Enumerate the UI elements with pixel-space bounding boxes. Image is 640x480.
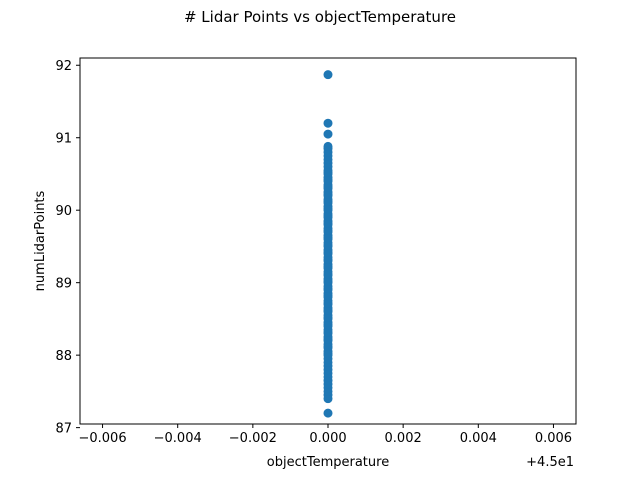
scatter-point <box>323 118 333 128</box>
x-tick-label: 0.000 <box>309 431 346 446</box>
scatter-point <box>323 240 333 250</box>
y-tick-label: 91 <box>55 132 72 147</box>
x-axis-offset-label: +4.5e1 <box>526 455 574 470</box>
y-tick-label: 90 <box>55 204 72 219</box>
scatter-point <box>323 283 333 293</box>
x-tick-label: −0.004 <box>154 431 202 446</box>
x-tick-label: 0.006 <box>535 431 572 446</box>
scatter-point <box>323 269 333 279</box>
scatter-point <box>323 262 333 272</box>
scatter-point <box>323 218 333 228</box>
scatter-point <box>323 276 333 286</box>
scatter-point <box>323 175 333 185</box>
y-tick-label: 89 <box>55 277 72 292</box>
scatter-point <box>323 233 333 243</box>
x-tick-label: 0.002 <box>385 431 422 446</box>
scatter-point <box>323 305 333 315</box>
chart-title: # Lidar Points vs objectTemperature <box>184 8 456 26</box>
scatter-point <box>323 341 333 351</box>
y-axis-label: numLidarPoints <box>33 190 48 291</box>
scatter-point <box>323 197 333 207</box>
x-axis-label: objectTemperature <box>267 455 389 470</box>
scatter-point <box>323 129 333 139</box>
scatter-point <box>323 225 333 235</box>
y-axis-ticks: 87 88 89 90 91 92 <box>55 59 80 437</box>
scatter-point <box>323 70 333 80</box>
scatter-point <box>323 408 333 418</box>
x-tick-label: −0.006 <box>78 431 126 446</box>
scatter-point <box>323 349 333 359</box>
scatter-point <box>323 327 333 337</box>
scatter-point <box>323 320 333 330</box>
x-tick-label: 0.004 <box>460 431 497 446</box>
x-axis-ticks: −0.006 −0.004 −0.002 0.000 0.002 0.004 0.006 <box>78 424 572 446</box>
scatter-point <box>323 189 333 199</box>
y-tick-label: 87 <box>55 422 72 437</box>
scatter-point <box>323 247 333 257</box>
scatter-point <box>323 298 333 308</box>
scatter-point <box>323 291 333 301</box>
scatter-point <box>323 182 333 192</box>
scatter-point <box>323 204 333 214</box>
scatter-point <box>323 334 333 344</box>
scatter-point <box>323 168 333 178</box>
scatter-point <box>323 211 333 221</box>
scatter-point <box>323 312 333 322</box>
x-tick-label: −0.002 <box>229 431 277 446</box>
scatter-points <box>323 70 333 418</box>
scatter-point <box>323 141 333 151</box>
y-tick-label: 88 <box>55 349 72 364</box>
scatter-point <box>323 254 333 264</box>
y-tick-label: 92 <box>55 59 72 74</box>
